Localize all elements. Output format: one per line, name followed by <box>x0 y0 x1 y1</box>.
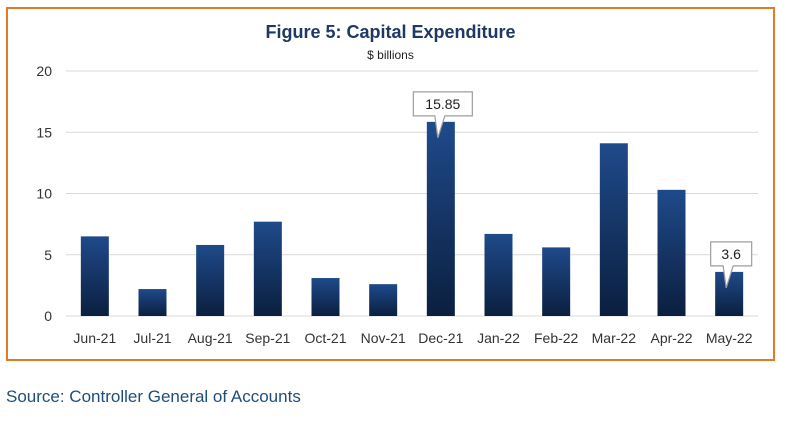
bar-jul-21 <box>138 289 167 316</box>
chart-subtitle: $ billions <box>367 48 414 62</box>
x-tick-label: Feb-22 <box>534 330 579 346</box>
bar-oct-21 <box>311 278 340 316</box>
callout-label: 15.85 <box>425 96 460 112</box>
data-callout: 15.85 <box>412 91 473 139</box>
bar-mar-22 <box>599 143 628 316</box>
y-tick-label: 0 <box>44 308 52 324</box>
callout-label: 3.6 <box>721 246 741 262</box>
bar-jan-22 <box>484 233 513 316</box>
bar-apr-22 <box>657 189 686 316</box>
x-tick-label: Mar-22 <box>592 330 637 346</box>
x-tick-label: Apr-22 <box>650 330 692 346</box>
callout-box <box>412 91 473 139</box>
callout-box <box>710 241 753 289</box>
x-tick-label: Nov-21 <box>361 330 406 346</box>
x-tick-label: Dec-21 <box>418 330 463 346</box>
x-tick-label: Jul-21 <box>133 330 171 346</box>
bar-sep-21 <box>253 221 282 316</box>
chart-title: Figure 5: Capital Expenditure <box>265 22 516 42</box>
bar-dec-21 <box>426 121 455 317</box>
source-note: Source: Controller General of Accounts <box>6 387 301 406</box>
bar-aug-21 <box>196 244 225 316</box>
y-tick-label: 15 <box>36 124 52 140</box>
x-tick-label: May-22 <box>706 330 753 346</box>
bar-nov-21 <box>369 284 398 316</box>
x-tick-label: Aug-21 <box>188 330 233 346</box>
x-tick-label: Oct-21 <box>304 330 346 346</box>
y-tick-label: 5 <box>44 247 52 263</box>
x-tick-label: Jun-21 <box>73 330 116 346</box>
data-callout: 3.6 <box>710 241 753 289</box>
y-tick-label: 20 <box>36 63 52 79</box>
y-tick-label: 10 <box>36 186 52 202</box>
x-tick-label: Jan-22 <box>477 330 520 346</box>
x-tick-label: Sep-21 <box>245 330 290 346</box>
bar-feb-22 <box>542 247 571 316</box>
bar-jun-21 <box>80 236 109 316</box>
